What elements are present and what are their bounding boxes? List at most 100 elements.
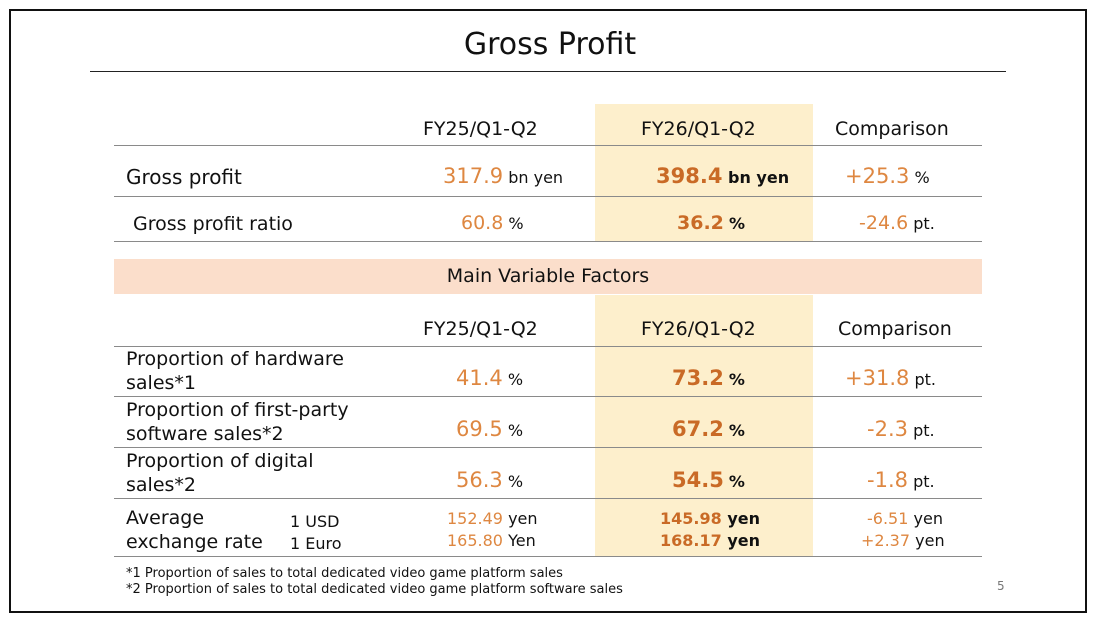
digital-fy25-unit: % — [507, 472, 524, 491]
title-divider — [90, 71, 1006, 72]
ratio-cmp-unit: pt. — [913, 214, 935, 233]
ratio-fy25-unit: % — [508, 214, 524, 233]
hardware-fy26: 73.2 % — [672, 366, 745, 390]
table-rule — [114, 346, 982, 347]
table-rule — [114, 196, 982, 197]
ratio-fy26-unit: % — [728, 214, 746, 233]
gross-profit-fy26: 398.4 bn yen — [656, 164, 789, 188]
gross-profit-fy25-unit: bn yen — [508, 168, 564, 187]
row-label-first-party: Proportion of first-party software sales… — [126, 398, 349, 446]
first-party-fy26: 67.2 % — [672, 417, 745, 441]
hardware-fy26-unit: % — [728, 370, 745, 389]
row-label-line: Average — [126, 507, 205, 529]
first-party-fy25: 69.5 % — [456, 417, 523, 441]
col-header-comparison: Comparison — [835, 118, 949, 140]
gross-profit-fy26-value: 398.4 — [656, 164, 723, 188]
gross-profit-ratio-fy26: 36.2 % — [677, 212, 745, 234]
hardware-cmp-value: +31.8 — [845, 366, 910, 390]
hardware-comparison: +31.8 pt. — [845, 366, 936, 390]
usd-fy26-value: 145.98 — [660, 509, 722, 528]
gross-profit-fy26-unit: bn yen — [728, 168, 790, 187]
gross-profit-cmp-unit: % — [914, 168, 930, 187]
col-header-comparison: Comparison — [838, 318, 952, 340]
usd-comparison: -6.51 yen — [867, 509, 943, 528]
ratio-fy26-value: 36.2 — [677, 212, 724, 234]
first-party-fy25-value: 69.5 — [456, 417, 503, 441]
euro-fy26-value: 168.17 — [660, 531, 722, 550]
row-label-gross-profit-ratio: Gross profit ratio — [133, 213, 293, 235]
first-party-cmp-value: -2.3 — [867, 417, 908, 441]
digital-fy26: 54.5 % — [672, 468, 745, 492]
page-number: 5 — [997, 579, 1005, 593]
currency-usd: 1 USD — [290, 512, 340, 531]
table-rule — [114, 556, 982, 557]
ratio-fy25-value: 60.8 — [461, 212, 504, 234]
gross-profit-comparison: +25.3 % — [845, 164, 930, 188]
usd-cmp-value: -6.51 — [867, 509, 909, 528]
euro-fy25-value: 165.80 — [447, 531, 503, 550]
usd-fy25-unit: yen — [508, 509, 538, 528]
first-party-fy25-unit: % — [507, 421, 524, 440]
euro-fy26: 168.17 yen — [660, 531, 760, 550]
euro-fy26-unit: yen — [727, 531, 760, 550]
euro-fy25: 165.80 Yen — [447, 531, 536, 550]
row-label-line: Proportion of digital — [126, 450, 314, 472]
slide-frame — [9, 9, 1087, 613]
table-rule — [114, 241, 982, 242]
hardware-fy25-value: 41.4 — [456, 366, 503, 390]
digital-fy26-value: 54.5 — [672, 468, 724, 492]
digital-fy26-unit: % — [728, 472, 745, 491]
section-band: Main Variable Factors — [114, 259, 982, 294]
row-label-line: software sales*2 — [126, 423, 284, 445]
usd-cmp-unit: yen — [913, 509, 943, 528]
highlight-column-top — [595, 104, 813, 241]
row-label-digital: Proportion of digital sales*2 — [126, 449, 313, 497]
hardware-fy26-value: 73.2 — [672, 366, 724, 390]
gross-profit-fy25-value: 317.9 — [443, 164, 504, 188]
euro-fy25-unit: Yen — [508, 531, 536, 550]
usd-fy26-unit: yen — [727, 509, 760, 528]
col-header-fy25: FY25/Q1-Q2 — [423, 318, 538, 340]
table-rule — [114, 396, 982, 397]
currency-euro: 1 Euro — [290, 534, 342, 553]
usd-fy25-value: 152.49 — [447, 509, 503, 528]
footnote-2: *2 Proportion of sales to total dedicate… — [126, 582, 623, 597]
digital-cmp-value: -1.8 — [867, 468, 908, 492]
page-title: Gross Profit — [463, 27, 637, 62]
euro-cmp-unit: yen — [915, 531, 945, 550]
col-header-fy26: FY26/Q1-Q2 — [641, 318, 756, 340]
row-label-exchange-rate: Average exchange rate — [126, 506, 263, 554]
ratio-cmp-value: -24.6 — [859, 212, 909, 234]
hardware-fy25: 41.4 % — [456, 366, 523, 390]
usd-fy26: 145.98 yen — [660, 509, 760, 528]
digital-cmp-unit: pt. — [913, 472, 935, 491]
gross-profit-ratio-fy25: 60.8 % — [461, 212, 524, 234]
row-label-gross-profit: Gross profit — [126, 165, 242, 189]
col-header-fy25: FY25/Q1-Q2 — [423, 118, 538, 140]
gross-profit-cmp-value: +25.3 — [845, 164, 910, 188]
usd-fy25: 152.49 yen — [447, 509, 538, 528]
footnotes: *1 Proportion of sales to total dedicate… — [126, 566, 623, 598]
first-party-comparison: -2.3 pt. — [867, 417, 935, 441]
digital-fy25: 56.3 % — [456, 468, 523, 492]
table-rule — [114, 498, 982, 499]
euro-cmp-value: +2.37 — [861, 531, 911, 550]
table-rule — [114, 447, 982, 448]
first-party-fy26-unit: % — [728, 421, 745, 440]
hardware-cmp-unit: pt. — [914, 370, 936, 389]
hardware-fy25-unit: % — [507, 370, 524, 389]
footnote-1: *1 Proportion of sales to total dedicate… — [126, 566, 563, 581]
row-label-line: Proportion of hardware — [126, 348, 344, 370]
row-label-line: Proportion of first-party — [126, 399, 349, 421]
row-label-line: sales*1 — [126, 372, 196, 394]
row-label-line: exchange rate — [126, 531, 263, 553]
digital-comparison: -1.8 pt. — [867, 468, 935, 492]
row-label-hardware: Proportion of hardware sales*1 — [126, 347, 344, 395]
section-title: Main Variable Factors — [446, 265, 650, 287]
euro-comparison: +2.37 yen — [861, 531, 945, 550]
gross-profit-ratio-comparison: -24.6 pt. — [859, 212, 935, 234]
highlight-column-bottom — [595, 295, 813, 556]
first-party-fy26-value: 67.2 — [672, 417, 724, 441]
row-label-line: sales*2 — [126, 474, 196, 496]
col-header-fy26: FY26/Q1-Q2 — [641, 118, 756, 140]
